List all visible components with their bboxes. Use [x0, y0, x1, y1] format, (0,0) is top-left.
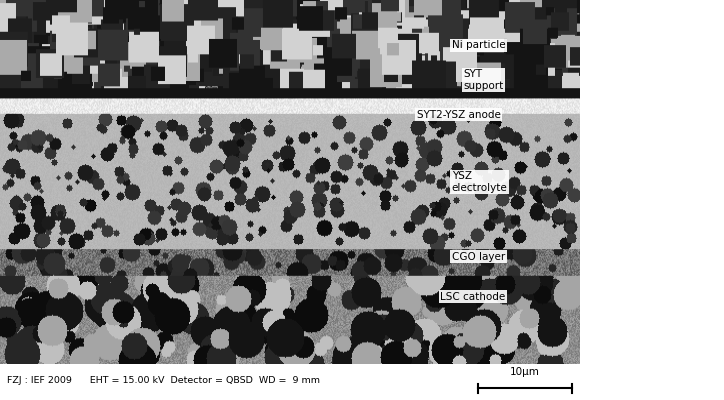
Text: SYT
support: SYT support [463, 69, 504, 91]
Text: FZJ : IEF 2009      EHT = 15.00 kV  Detector = QBSD  WD =  9 mm: FZJ : IEF 2009 EHT = 15.00 kV Detector =… [7, 376, 320, 385]
Text: SYT2-YSZ anode: SYT2-YSZ anode [417, 110, 501, 120]
Text: Ni particle: Ni particle [452, 40, 505, 50]
Text: 10μm: 10μm [510, 367, 540, 377]
Text: YSZ
electrolyte: YSZ electrolyte [452, 171, 508, 193]
Text: CGO layer: CGO layer [452, 252, 505, 262]
Text: LSC cathode: LSC cathode [440, 292, 505, 302]
